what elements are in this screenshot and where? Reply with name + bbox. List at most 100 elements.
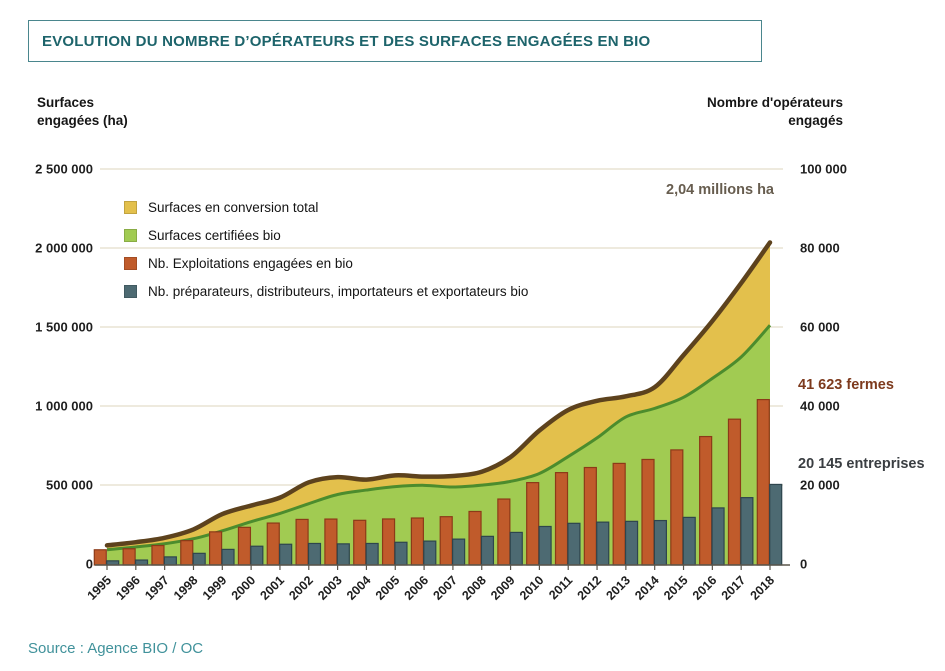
- x-label-2017: 2017: [719, 573, 749, 603]
- bar-farms-2000: [237, 526, 252, 566]
- right-axis-title-line1: Nombre d'opérateurs: [707, 95, 843, 110]
- right-tick-3: 60 000: [800, 320, 840, 335]
- bar-farms-2003: [324, 518, 338, 566]
- bar-companies-1998: [192, 552, 206, 566]
- bar-farms-2010: [526, 482, 540, 566]
- bar-companies-2013: [624, 520, 639, 566]
- bar-farms-2006: [410, 517, 424, 566]
- bar-companies-2014: [653, 519, 667, 566]
- bar-farms-1998: [180, 540, 194, 566]
- legend-label-farms: Nb. Exploitations engagées en bio: [148, 255, 353, 271]
- x-label-2015: 2015: [661, 573, 691, 603]
- bar-farms-1995: [93, 549, 107, 566]
- x-label-2008: 2008: [459, 573, 489, 603]
- bar-farms-2004: [353, 519, 367, 566]
- legend-swatch-conversion: [124, 200, 137, 214]
- chart-title: EVOLUTION DU NOMBRE D’OPÉRATEURS ET DES …: [42, 32, 651, 50]
- bar-companies-2003: [336, 543, 350, 566]
- bar-companies-2000: [250, 545, 264, 566]
- legend-swatch-companies: [124, 284, 137, 298]
- bar-companies-2001: [279, 543, 293, 566]
- x-label-2004: 2004: [344, 573, 374, 603]
- x-label-2013: 2013: [603, 573, 633, 603]
- annotation-companies: 20 145 entreprises: [798, 456, 925, 472]
- x-label-1995: 1995: [85, 573, 115, 603]
- bar-farms-2018: [756, 398, 770, 566]
- x-label-2003: 2003: [315, 573, 345, 603]
- bar-companies-2006: [423, 540, 437, 566]
- bar-companies-2017: [740, 497, 754, 566]
- bar-farms-2007: [439, 516, 453, 566]
- left-tick-5: 2 500 000: [35, 162, 93, 177]
- outline-total: [104, 240, 773, 548]
- x-label-2009: 2009: [488, 573, 518, 603]
- bar-companies-2002: [307, 542, 322, 566]
- x-label-2001: 2001: [258, 573, 288, 603]
- bar-farms-2002: [295, 518, 309, 566]
- left-axis-title: Surfaces engagées (ha): [37, 94, 128, 129]
- bar-farms-2016: [699, 435, 713, 566]
- bar-farms-1996: [122, 548, 136, 566]
- x-label-2005: 2005: [373, 573, 403, 603]
- legend-swatch-certified: [124, 228, 137, 242]
- x-label-2002: 2002: [286, 573, 316, 603]
- bar-farms-2012: [583, 466, 597, 566]
- bar-companies-2015: [682, 516, 696, 566]
- right-tick-4: 80 000: [800, 241, 840, 256]
- bar-farms-2014: [641, 458, 655, 566]
- legend: Surfaces en conversion total Surfaces ce…: [124, 193, 528, 305]
- area-certified: [107, 325, 770, 565]
- bar-farms-2005: [381, 518, 396, 566]
- bar-companies-2008: [480, 535, 495, 566]
- left-tick-3: 1 500 000: [35, 320, 93, 335]
- bar-farms-2009: [497, 498, 511, 566]
- bar-farms-2015: [670, 449, 684, 566]
- bar-farms-2011: [554, 472, 569, 566]
- x-label-1997: 1997: [142, 573, 172, 603]
- legend-swatch-farms: [124, 256, 137, 270]
- bar-companies-1997: [163, 556, 177, 566]
- x-label-2011: 2011: [546, 573, 575, 602]
- bar-companies-2009: [509, 531, 523, 566]
- bar-farms-2008: [468, 510, 482, 566]
- x-label-1999: 1999: [200, 573, 230, 603]
- annotation-farms: 41 623 fermes: [798, 377, 894, 393]
- x-label-2016: 2016: [690, 573, 720, 603]
- bar-companies-2018: [769, 483, 783, 566]
- bar-companies-2005: [394, 541, 408, 566]
- legend-label-conversion: Surfaces en conversion total: [148, 199, 319, 215]
- left-axis-title-line2: engagées (ha): [37, 112, 128, 128]
- bar-farms-2001: [266, 522, 280, 566]
- right-axis-title: Nombre d'opérateurs engagés: [707, 94, 843, 129]
- legend-item-farms: Nb. Exploitations engagées en bio: [124, 249, 528, 277]
- right-tick-2: 40 000: [800, 399, 840, 414]
- source-text: Source : Agence BIO / OC: [28, 640, 204, 657]
- x-label-2012: 2012: [575, 573, 605, 603]
- bar-companies-1999: [221, 548, 235, 566]
- bar-companies-2004: [365, 542, 379, 566]
- left-axis-title-line1: Surfaces: [37, 95, 95, 110]
- right-axis-title-line2: engagés: [788, 112, 843, 128]
- x-label-2000: 2000: [229, 573, 259, 603]
- x-label-2018: 2018: [748, 573, 778, 603]
- bar-farms-2013: [612, 462, 626, 566]
- annotation-total-ha: 2,04 millions ha: [666, 182, 774, 198]
- bar-farms-1999: [209, 531, 223, 566]
- legend-item-certified: Surfaces certifiées bio: [124, 221, 528, 249]
- right-tick-5: 100 000: [800, 162, 847, 177]
- x-label-2010: 2010: [517, 573, 547, 603]
- bar-farms-1997: [151, 544, 165, 566]
- x-label-2007: 2007: [430, 573, 460, 603]
- chart-title-box: EVOLUTION DU NOMBRE D’OPÉRATEURS ET DES …: [28, 20, 762, 62]
- legend-item-conversion: Surfaces en conversion total: [124, 193, 528, 221]
- left-tick-4: 2 000 000: [35, 241, 93, 256]
- bar-companies-2016: [711, 507, 725, 566]
- x-label-1996: 1996: [113, 573, 143, 603]
- left-tick-1: 500 000: [46, 478, 93, 493]
- legend-label-certified: Surfaces certifiées bio: [148, 227, 281, 243]
- right-tick-0: 0: [800, 557, 807, 572]
- bar-farms-2017: [727, 418, 742, 566]
- right-tick-1: 20 000: [800, 478, 840, 493]
